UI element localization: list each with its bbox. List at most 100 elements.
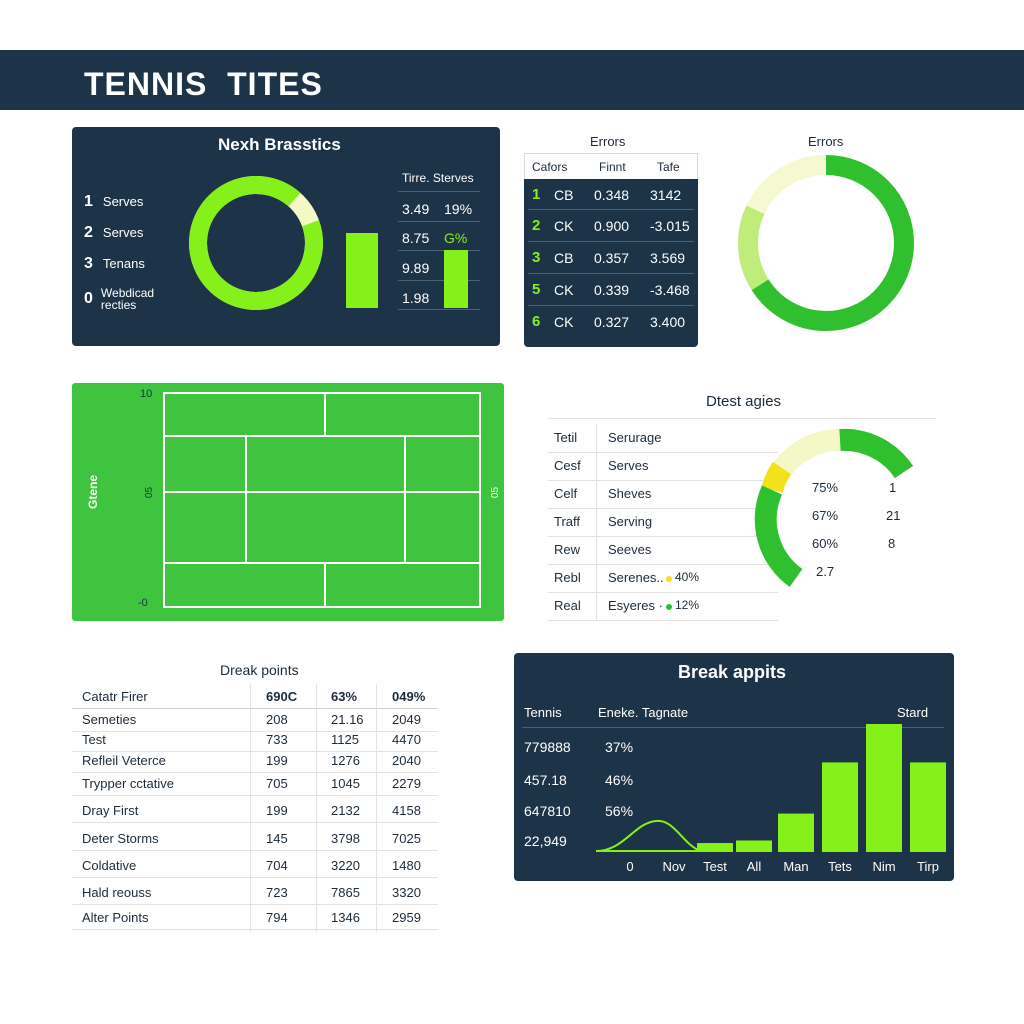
dtest-dot: [666, 604, 672, 610]
gauge-num: 8: [888, 536, 896, 551]
errors-col-header[interactable]: Tafe: [657, 160, 680, 174]
errors-row-value: 0.339: [594, 282, 630, 298]
gauge-pct: 75%: [812, 480, 839, 495]
break-chart-category: Test: [703, 859, 727, 874]
app-title: TENNIS TITES: [84, 66, 323, 102]
stats-item-4[interactable]: 0 Webdicad recties: [84, 287, 154, 311]
table-row[interactable]: Real Esyeres · 12%: [548, 592, 936, 620]
dtest-row-label: Rew: [554, 542, 581, 557]
break-chart-category: 0: [626, 859, 633, 874]
break-cell: 1125: [331, 732, 359, 747]
gauge-num: 2.7: [816, 564, 835, 579]
table-row[interactable]: 5 CK 0.339 -3.468: [524, 274, 698, 306]
break-col-header[interactable]: 690C: [266, 689, 298, 704]
table-row[interactable]: Traff Serving: [548, 508, 936, 536]
break-chart-category: Tirp: [917, 859, 939, 874]
errors-row-num: 3: [532, 249, 541, 266]
stats-item-2[interactable]: 2 Serves: [84, 224, 143, 242]
break-chart-bar: [910, 762, 946, 852]
stats-panel-title: Nexh Brasstics: [218, 135, 341, 154]
court-right-label: 05: [490, 486, 502, 499]
break-cell: 7865: [331, 885, 360, 900]
break-chart-value: 22,949: [524, 833, 567, 849]
break-cell: 1045: [331, 776, 360, 791]
break-chart-bar: [866, 724, 902, 852]
break-cell: 21.16: [331, 712, 364, 727]
gauge-num: 1: [889, 480, 897, 495]
errors-row-value: 0.900: [594, 218, 630, 234]
stats-item-num: 1: [84, 193, 93, 210]
errors-row-code: CK: [554, 218, 574, 234]
break-chart-value: 779888: [524, 739, 571, 755]
errors-row-value: 3.400: [650, 314, 686, 330]
table-row[interactable]: Cesf Serves: [548, 452, 936, 480]
break-chart-col-header: Stard: [897, 705, 929, 720]
table-row[interactable]: Celf Sheves: [548, 480, 936, 508]
gauge-pct: 60%: [812, 536, 839, 551]
break-cell: 3320: [392, 885, 421, 900]
break-chart-value: 457.18: [524, 772, 567, 788]
court-left-label: Gtene: [86, 474, 100, 509]
break-cell: Dray First: [82, 803, 139, 818]
dtest-row-label: Real: [554, 598, 581, 613]
errors-col-header[interactable]: Finnt: [599, 160, 626, 174]
dtest-row-label: Rebl: [554, 570, 581, 585]
break-cell: 723: [266, 885, 288, 900]
break-col-header[interactable]: 049%: [392, 689, 426, 704]
break-chart-bar: [736, 840, 772, 852]
stats-item-num: 2: [84, 224, 93, 241]
table-row[interactable]: 2 CK 0.900 -3.015: [524, 210, 698, 242]
errors-col-header[interactable]: Cafors: [532, 160, 568, 174]
dtest-row-label: Celf: [554, 486, 578, 501]
break-chart-category: Nim: [872, 859, 895, 874]
break-chart-pct: 56%: [605, 803, 634, 819]
break-chart-bar: [822, 762, 858, 852]
stats-row-value: 8.75: [402, 230, 430, 246]
stats-row-value: 3.49: [402, 201, 430, 217]
break-cell: Deter Storms: [82, 831, 159, 846]
table-row[interactable]: Rebl Serenes.. 40%: [548, 564, 936, 592]
court-mid-label: 05: [144, 486, 156, 499]
gauge-segment-green: [754, 485, 803, 587]
stats-donut-arc: [189, 176, 323, 310]
table-row[interactable]: 6 CK 0.327 3.400: [524, 306, 698, 338]
break-cell: Hald reouss: [82, 885, 152, 900]
tennis-court[interactable]: [162, 391, 482, 609]
break-chart-col-header: Tennis: [524, 705, 562, 720]
break-cell: 3220: [331, 858, 360, 873]
break-chart-bar: [697, 843, 733, 852]
break-cell: Trypper cctative: [82, 776, 174, 791]
dtest-row-value: Serenes..: [608, 570, 664, 585]
stats-row-value: 9.89: [402, 260, 430, 276]
break-cell: Test: [82, 732, 106, 747]
gauge-segment-yellow: [761, 461, 792, 494]
gauge-num: 21: [886, 508, 901, 523]
stats-row-pct: G%: [444, 230, 468, 246]
break-cell: Semeties: [82, 712, 137, 727]
errors-row-value: 3142: [650, 187, 682, 203]
break-col-header[interactable]: 63%: [331, 689, 358, 704]
stats-donut: [189, 176, 323, 310]
dtest-row-value: Esyeres ·: [608, 598, 663, 613]
table-row[interactable]: Tetil Serurage: [548, 424, 936, 452]
break-chart-category: Man: [783, 859, 808, 874]
break-col-header[interactable]: Catatr Firer: [82, 689, 148, 704]
table-row[interactable]: 3 CB 0.357 3.569: [524, 242, 698, 274]
errors-row-value: 3.569: [650, 250, 686, 266]
table-row[interactable]: 1 CB 0.348 3142: [524, 179, 698, 211]
break-chart-curve: [595, 819, 702, 852]
errors-donut: [738, 155, 914, 331]
stats-item-label: Tenans: [102, 256, 145, 271]
break-chart-pct: 46%: [605, 772, 634, 788]
stats-item-1[interactable]: 1 Serves: [84, 193, 143, 211]
errors-row-value: -3.015: [650, 218, 690, 234]
break-cell: 733: [266, 732, 288, 747]
stats-panel: Nexh Brasstics 1 Serves 2 Serves 3 Tenans 0…: [72, 127, 500, 346]
table-row[interactable]: Rew Seeves: [548, 536, 936, 564]
stats-item-3[interactable]: 3 Tenans: [84, 255, 145, 273]
court-panel: 10 Gtene 05 05 -0: [72, 383, 504, 621]
gauge-segment-green: [839, 428, 914, 479]
dtest-row-value: Seeves: [608, 542, 652, 557]
errors-row-num: 2: [532, 217, 541, 234]
errors-row-num: 5: [532, 281, 541, 298]
